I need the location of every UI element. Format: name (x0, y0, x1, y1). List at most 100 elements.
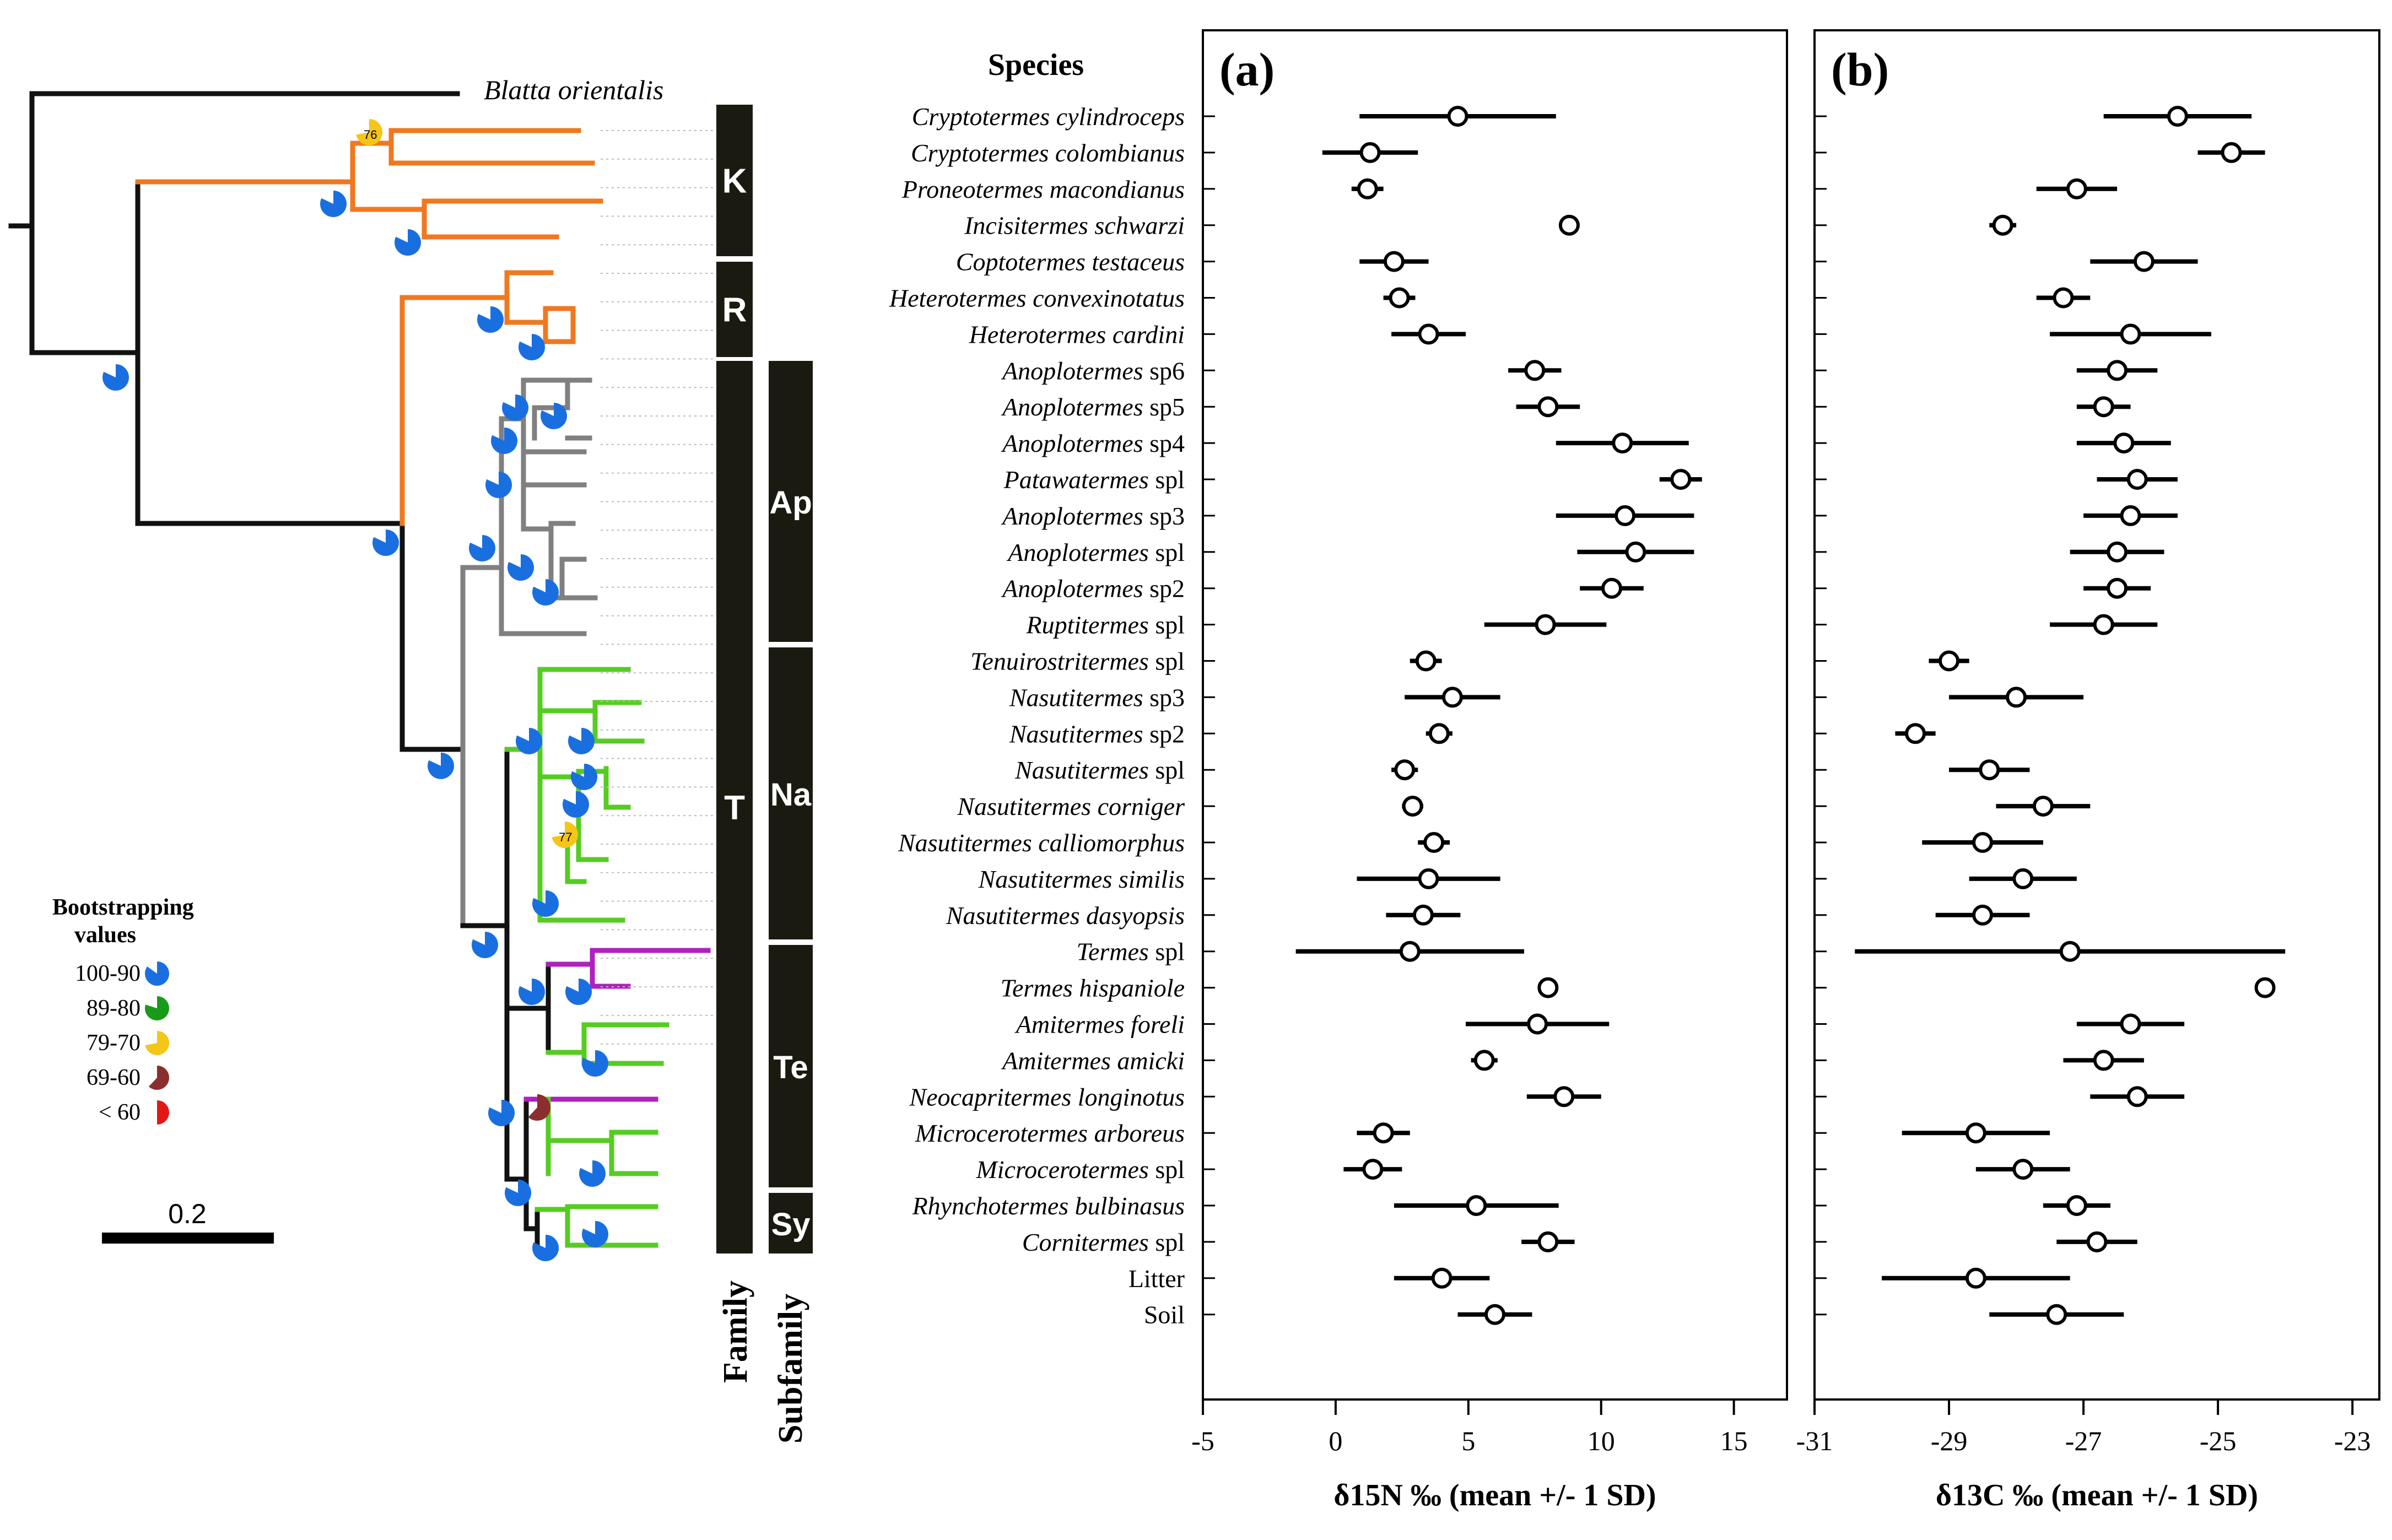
bootstrap-pie (395, 229, 421, 256)
bootstrap-node-icon (102, 364, 129, 391)
bootstrap-node-icon (582, 1221, 609, 1248)
species-genus: Ruptitermes (1026, 611, 1149, 639)
species-sp: spl (1149, 647, 1185, 676)
species-label: Anoplotermes spl (1006, 538, 1185, 566)
bootstrap-node-icon (485, 472, 512, 498)
species-label: Nasutitermes sp3 (1009, 683, 1185, 711)
bootstrap-pie (477, 306, 504, 333)
mean-point (2086, 1231, 2108, 1252)
mean-point (2221, 142, 2242, 163)
species-genus: Tenuirostritermes (970, 647, 1149, 676)
family-block-label: R (722, 291, 747, 329)
species-genus: Anoplotermes (1001, 356, 1143, 385)
subfamily-axis-label: Subfamily (772, 1294, 809, 1444)
mean-point (2120, 505, 2141, 526)
subfamily-block-label: Sy (771, 1207, 811, 1242)
subfamily-block-Ap (769, 361, 813, 642)
mean-point (1412, 904, 1434, 926)
mean-point (2046, 1304, 2067, 1325)
legend-entry-label: < 60 (99, 1100, 141, 1125)
mean-point (1524, 360, 1546, 381)
species-label: Neocapritermes longinotus (909, 1083, 1185, 1111)
bootstrap-pie (145, 1031, 169, 1055)
bootstrap-node-icon (532, 579, 559, 606)
mean-point (1362, 1159, 1384, 1180)
mean-point (1535, 614, 1556, 635)
legend-pie-icon (144, 996, 169, 1021)
species-label: Proneotermes macondianus (901, 175, 1185, 203)
species-sp: sp2 (1143, 720, 1185, 748)
bootstrap-pie (145, 961, 170, 986)
species-label: Anoplotermes sp6 (1001, 356, 1185, 385)
scale-bar-label: 0.2 (168, 1198, 207, 1229)
subfamily-block-label: Ap (769, 485, 812, 521)
panel-a-d15n: (a) -5 0 5 10 15 δ15N ‰ (mean +/- 1 SD) (1191, 29, 1788, 1512)
bootstrap-node-icon (519, 334, 546, 360)
species-genus: Nasutitermes (1009, 720, 1143, 748)
bootstrap-pie (568, 728, 595, 754)
species-sp: sp3 (1143, 683, 1185, 711)
bootstrap-node-icon (516, 728, 543, 754)
bootstrap-pie (356, 119, 382, 145)
species-genus: Cornitermes (1022, 1228, 1149, 1256)
mean-point (1373, 1122, 1394, 1144)
legend-pie-icon (157, 1100, 169, 1125)
bootstrap-node-icon (582, 1050, 609, 1077)
x-tick-label: 15 (1720, 1425, 1748, 1456)
species-label: Cornitermes spl (1022, 1228, 1185, 1256)
species-label: Anoplotermes sp2 (1001, 575, 1185, 603)
mean-point (1447, 106, 1468, 127)
bootstrap-node-icon (507, 554, 534, 581)
x-tick-label: 10 (1588, 1425, 1615, 1456)
mean-point (1473, 1050, 1495, 1071)
species-sp: spl (1149, 611, 1185, 639)
bootstrap-pie (502, 395, 529, 422)
bootstrap-pie (488, 1100, 515, 1127)
bootstrap-node-icon (491, 428, 518, 455)
species-label: Nasutitermes calliomorphus (898, 829, 1185, 857)
x-tick-label: 5 (1461, 1425, 1475, 1456)
mean-point (1399, 941, 1421, 962)
species-sp: sp6 (1143, 356, 1185, 385)
subfamily-block-Na (769, 647, 813, 939)
legend-entry-label: 100-90 (75, 961, 141, 986)
subfamily-block-label: Te (773, 1050, 808, 1085)
species-genus: Nasutitermes (1009, 683, 1143, 711)
species-label: Amitermes amicki (1001, 1046, 1185, 1074)
species-label: Soil (1144, 1301, 1185, 1329)
bootstrap-pie (582, 1221, 609, 1248)
x-tick-label: -23 (2334, 1425, 2371, 1456)
bootstrap-node-icon (571, 764, 597, 790)
mean-point (2059, 941, 2081, 962)
species-genus: Microcerotermes (975, 1155, 1148, 1184)
bootstrap-pie (519, 979, 546, 1005)
mean-point (1466, 1195, 1487, 1216)
family-block-label: K (722, 163, 747, 201)
species-label: Microcerotermes arboreus (915, 1119, 1185, 1147)
species-label: Cryptotermes colombianus (911, 139, 1185, 167)
mean-point (2066, 1195, 2087, 1216)
bootstrap-pie (528, 1094, 550, 1121)
species-label: Nasutitermes dasyopsis (946, 901, 1185, 930)
legend-pie-icon (148, 1066, 170, 1090)
bootstrap-pie (485, 472, 512, 498)
bootstrap-node-icon (519, 979, 546, 1005)
legend-pie-icon (145, 1031, 169, 1055)
bootstrap-node-icon (472, 932, 498, 958)
species-label: Tenuirostritermes spl (970, 647, 1185, 676)
species-label: Termes spl (1077, 938, 1185, 966)
panel-frame (1202, 29, 1788, 1401)
species-label: Nasutitermes similis (978, 865, 1185, 893)
bootstrap-pie (563, 791, 589, 818)
x-axis-label: δ15N ‰ (mean +/- 1 SD) (1333, 1478, 1656, 1512)
node-badge-76: 76 (364, 128, 377, 142)
species-label: Nasutitermes sp2 (1009, 720, 1185, 748)
bootstrap-node-icon (395, 229, 421, 256)
legend-pie-icon (145, 961, 170, 986)
bootstrap-pie (148, 1066, 170, 1090)
mean-point (2032, 796, 2054, 817)
species-label: Nasutitermes spl (1014, 756, 1185, 784)
mean-point (1484, 1304, 1505, 1325)
mean-point (1905, 723, 1926, 744)
